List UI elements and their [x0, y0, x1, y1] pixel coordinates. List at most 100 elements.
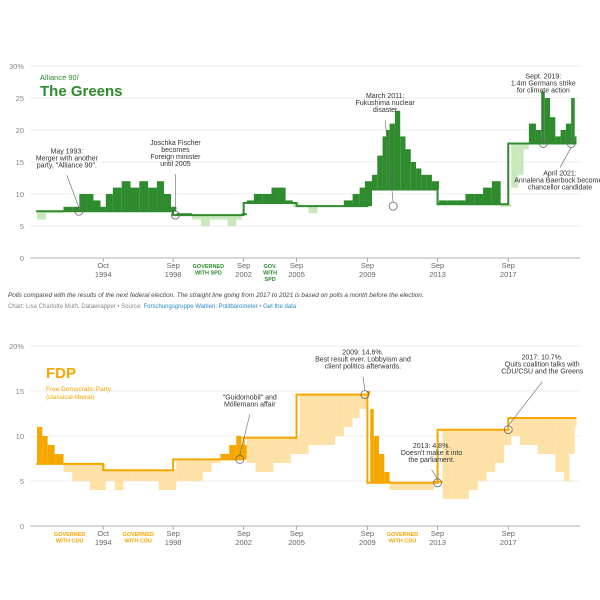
get-data-link[interactable]: Get the data — [263, 304, 297, 310]
greens-poll-bar — [308, 206, 318, 214]
greens-poll-bar — [364, 181, 372, 207]
fdp-y-tick-label: 10 — [16, 432, 24, 441]
greens-poll-bar — [518, 143, 524, 175]
greens-poll-bar — [491, 181, 501, 205]
fdp-annotation-text: 2009: 14.6%. Best result ever. Lobbyism a… — [315, 350, 411, 371]
greens-x-tick-label: Sep — [166, 261, 179, 270]
credit-separator: • — [257, 304, 264, 310]
fdp-x-tick-label: Sep — [290, 529, 303, 538]
greens-poll-bar — [86, 194, 94, 212]
greens-poll-bar — [121, 181, 131, 212]
greens-poll-bar — [148, 187, 157, 212]
greens-annotation-marker — [388, 201, 398, 211]
fdp-poll-bar — [42, 436, 48, 464]
fdp-poll-bar — [334, 394, 344, 436]
fdp-x-tick-year: 2009 — [359, 538, 376, 547]
fdp-poll-bar — [141, 470, 150, 481]
greens-panel: 051015202530%Oct1994Sep1998Sep2002Sep200… — [9, 62, 600, 283]
fdp-poll-bar — [373, 436, 380, 483]
fdp-poll-bar — [528, 418, 538, 445]
greens-poll-bar — [535, 130, 542, 144]
fdp-poll-bar — [105, 470, 115, 481]
source-link[interactable]: Forschungsgruppe Wahlen: Politbarometer — [143, 304, 258, 310]
greens-x-tick-year: 2005 — [288, 270, 305, 279]
greens-poll-bar — [352, 194, 360, 207]
greens-x-tick-label: Oct — [97, 261, 110, 270]
fdp-poll-bar — [211, 459, 221, 463]
greens-subtitle: Alliance 90/ — [40, 73, 80, 82]
greens-poll-bar — [474, 194, 484, 205]
fdp-poll-bar — [158, 470, 168, 490]
greens-poll-bar — [416, 168, 422, 190]
fdp-poll-bar — [370, 409, 374, 483]
greens-poll-bar — [389, 123, 395, 190]
greens-annotation-text: March 2011: Fukushima nuclear disaster — [356, 93, 416, 114]
fdp-x-tick-year: 2005 — [288, 538, 305, 547]
greens-annotation-line — [384, 120, 394, 203]
greens-poll-bar — [500, 204, 506, 207]
greens-poll-bar — [139, 181, 149, 212]
greens-poll-bar — [72, 206, 80, 212]
fdp-poll-bar — [504, 429, 512, 445]
greens-poll-bar — [431, 181, 439, 190]
greens-poll-bar — [447, 200, 457, 205]
greens-poll-bar — [343, 200, 353, 207]
greens-x-tick-year: 1994 — [95, 270, 112, 279]
greens-poll-bar — [511, 143, 519, 188]
fdp-poll-bar — [468, 429, 478, 490]
greens-poll-bar — [483, 187, 492, 205]
fdp-poll-bar — [246, 437, 256, 463]
fdp-y-tick-label: 15 — [16, 387, 24, 396]
fdp-x-tick-label: Sep — [166, 529, 179, 538]
fdp-poll-bar — [132, 470, 142, 481]
greens-poll-bar — [192, 215, 201, 220]
fdp-y-tick-label: 20% — [9, 342, 24, 351]
fdp-poll-bar — [63, 463, 73, 472]
fdp-panel: 05101520%Oct1994Sep1998Sep2002Sep2005Sep… — [9, 342, 584, 547]
greens-election-result-line — [36, 142, 577, 217]
fdp-poll-bar — [202, 459, 212, 472]
greens-poll-bar — [544, 98, 551, 144]
greens-poll-bar — [505, 204, 512, 207]
greens-x-tick-year: 2002 — [235, 270, 252, 279]
greens-government-label: GOVERNED WITH SPD — [193, 264, 225, 277]
fdp-poll-bar — [114, 470, 124, 490]
greens-annotation-line — [559, 147, 572, 168]
greens-poll-bar — [523, 143, 529, 150]
fdp-poll-bar — [398, 482, 408, 490]
greens-annotation-text: Joschka Fischer becomes Foreign minister un… — [150, 140, 201, 168]
fdp-poll-bar — [98, 463, 106, 490]
greens-poll-bar — [236, 215, 242, 220]
greens-y-tick-label: 20 — [16, 126, 24, 135]
fdp-x-tick-label: Sep — [502, 529, 515, 538]
fdp-poll-bar — [460, 429, 469, 499]
fdp-poll-bar — [486, 429, 496, 472]
fdp-poll-bar — [379, 454, 385, 483]
greens-poll-bar — [571, 98, 575, 144]
greens-government-label: GOV. WITH SPD — [263, 264, 277, 283]
greens-poll-bar — [209, 215, 219, 220]
greens-y-tick-label: 10 — [16, 190, 24, 199]
fdp-x-tick-label: Sep — [431, 529, 444, 538]
fdp-poll-bar — [89, 463, 99, 490]
greens-poll-bar — [278, 187, 286, 203]
fdp-y-tick-label: 5 — [20, 477, 24, 486]
greens-annotation-text: Sept. 2019: 1.4m Germans strike for climat… — [511, 73, 576, 94]
fdp-poll-bar — [352, 394, 360, 418]
greens-x-tick-label: Sep — [290, 261, 303, 270]
fdp-annotation-text: 2017: 10.7%. Quits coalition talks with CD… — [501, 355, 584, 376]
fdp-poll-bar — [359, 394, 367, 409]
fdp-x-tick-year: 2002 — [235, 538, 252, 547]
greens-y-tick-label: 5 — [20, 222, 24, 231]
greens-poll-bar — [218, 215, 228, 220]
fdp-poll-bar — [495, 429, 505, 463]
greens-poll-bar — [171, 206, 177, 212]
fdp-poll-bar — [555, 418, 565, 472]
greens-poll-bar — [394, 110, 401, 190]
greens-poll-bar — [271, 187, 279, 203]
greens-poll-bar — [438, 200, 448, 205]
fdp-poll-bar — [81, 463, 90, 481]
fdp-poll-bar — [282, 437, 291, 463]
fdp-poll-bar — [574, 418, 577, 427]
